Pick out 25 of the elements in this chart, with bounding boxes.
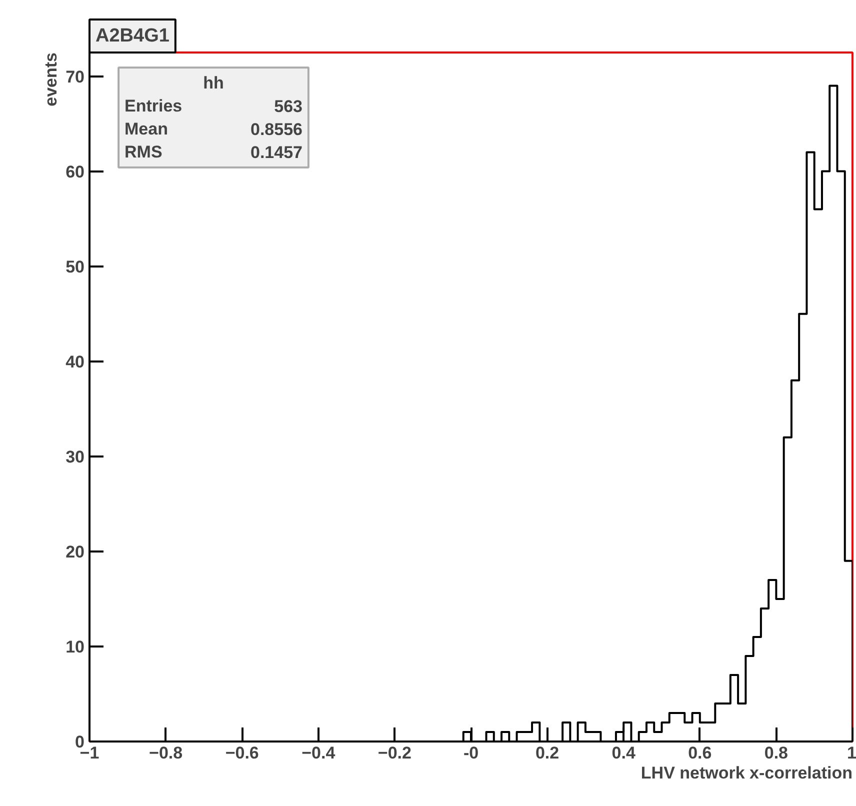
x-tick-label: −0.4 bbox=[302, 744, 336, 762]
x-tick-label: 0.4 bbox=[612, 744, 636, 762]
y-tick-label: 0 bbox=[75, 732, 85, 752]
y-tick-label: 50 bbox=[66, 257, 85, 276]
annotation: hh bbox=[203, 74, 224, 92]
y-tick-label: 10 bbox=[66, 637, 85, 656]
x-tick-label: −0.8 bbox=[149, 744, 183, 762]
y-tick-label: 40 bbox=[66, 352, 85, 372]
x-tick-label: −0.6 bbox=[225, 744, 259, 762]
y-tick-label: 60 bbox=[66, 162, 85, 182]
x-tick-label: 0.2 bbox=[535, 744, 560, 762]
text: Entries 563 bbox=[124, 96, 303, 116]
x-axis-title: LHV network x-correlation bbox=[640, 764, 853, 782]
chart-title: A2B4G1 bbox=[96, 26, 170, 46]
y-axis-title: events bbox=[42, 52, 60, 106]
y-tick-label: 30 bbox=[66, 447, 85, 466]
text: Mean 0.8556 bbox=[124, 120, 303, 139]
x-tick-label: -0 bbox=[463, 744, 479, 762]
x-tick-label: −0.2 bbox=[378, 744, 412, 762]
x-tick-label: 0.6 bbox=[688, 744, 712, 762]
x-tick-label: 1 bbox=[847, 744, 856, 762]
y-tick-label: 20 bbox=[66, 542, 85, 562]
text: RMS 0.1457 bbox=[124, 142, 303, 162]
x-tick-label: 0.8 bbox=[764, 744, 788, 762]
y-tick-label: 70 bbox=[66, 67, 85, 86]
